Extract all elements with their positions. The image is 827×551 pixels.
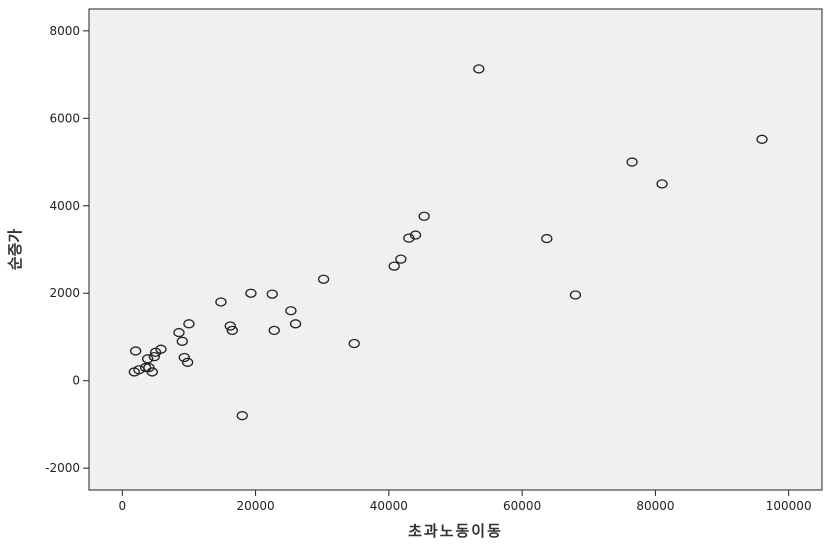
data-point: [409, 230, 422, 240]
data-point: [266, 289, 278, 299]
x-tick-label: 80000: [636, 499, 674, 513]
y-tick-label: 4000: [49, 199, 80, 213]
y-axis: -2000 0 2000 4000 6000 8000: [45, 24, 89, 475]
plot-area: [88, 8, 823, 491]
data-point: [418, 211, 430, 221]
x-axis: 0 20000 40000 60000 80000 100000: [118, 490, 812, 513]
data-points: [128, 64, 768, 421]
x-tick-label: 40000: [370, 499, 408, 513]
data-point: [176, 336, 188, 346]
data-point: [181, 357, 194, 367]
data-point: [146, 367, 158, 377]
y-tick-label: 0: [72, 374, 80, 388]
data-point: [626, 157, 638, 167]
x-tick-label: 0: [118, 499, 126, 513]
data-point: [289, 319, 302, 329]
data-point: [178, 352, 190, 363]
x-tick-label: 60000: [503, 499, 541, 513]
data-point: [473, 64, 485, 74]
data-point: [183, 319, 195, 329]
data-point: [224, 321, 236, 331]
data-point: [148, 351, 160, 362]
data-point: [317, 274, 330, 284]
x-axis-label: 초과노동이동: [408, 522, 503, 540]
data-point: [215, 297, 227, 307]
data-point: [173, 327, 185, 338]
data-point: [285, 306, 297, 316]
data-point: [348, 338, 360, 349]
data-point: [569, 290, 582, 300]
data-point: [129, 346, 142, 356]
data-point: [541, 233, 553, 244]
y-tick-label: -2000: [45, 461, 80, 475]
data-point: [403, 233, 415, 243]
x-tick-label: 100000: [766, 499, 812, 513]
y-tick-label: 6000: [49, 111, 80, 125]
y-tick-label: 2000: [49, 286, 80, 300]
y-tick-label: 8000: [49, 24, 80, 38]
data-point: [268, 325, 280, 336]
data-point: [155, 344, 167, 354]
x-tick-label: 20000: [236, 499, 274, 513]
data-point: [395, 254, 407, 264]
data-point: [236, 411, 248, 421]
data-point: [226, 325, 238, 336]
data-point: [756, 134, 768, 144]
data-point: [245, 288, 257, 298]
data-point: [656, 179, 668, 189]
y-axis-label: 순증가: [6, 229, 24, 271]
data-point: [388, 261, 400, 271]
data-point: [141, 354, 154, 364]
